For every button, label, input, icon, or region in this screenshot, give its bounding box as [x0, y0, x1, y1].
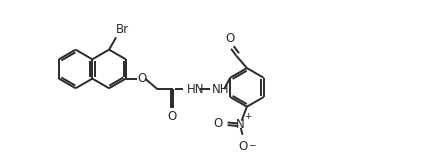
- Text: HN: HN: [187, 83, 205, 96]
- Text: N: N: [236, 118, 244, 131]
- Text: O: O: [168, 110, 177, 123]
- Text: O: O: [213, 117, 222, 130]
- Text: O: O: [239, 140, 248, 153]
- Text: −: −: [248, 140, 255, 149]
- Text: Br: Br: [116, 23, 129, 36]
- Text: +: +: [244, 112, 252, 121]
- Text: O: O: [137, 72, 146, 85]
- Text: O: O: [226, 32, 235, 45]
- Text: NH: NH: [212, 83, 229, 96]
